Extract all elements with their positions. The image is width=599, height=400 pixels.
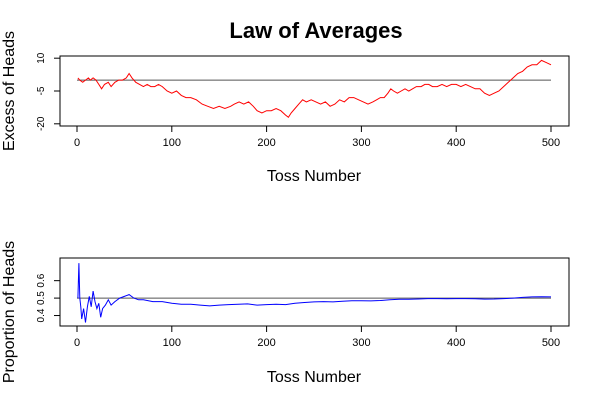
excess-heads-x-tick-label: 200 xyxy=(257,137,275,149)
proportion-heads-x-tick-label: 400 xyxy=(447,337,465,349)
proportion-heads-y-tick-label: 0.5 xyxy=(36,291,47,305)
excess-heads-panel: 0 100 200 300 400 500 -20 -5 10 Toss Number Exc… xyxy=(1,31,570,185)
proportion-heads-x-tick-label: 300 xyxy=(352,337,370,349)
excess-heads-y-tick-label: 10 xyxy=(36,52,47,64)
excess-heads-y-axis: -20 -5 10 xyxy=(36,52,60,131)
proportion-heads-panel: 0 100 200 300 400 500 0.4 0.5 0.6 Toss Number P… xyxy=(1,241,570,386)
proportion-heads-y-label: Proportion of Heads xyxy=(1,241,18,383)
proportion-heads-plot-frame xyxy=(59,257,570,327)
excess-heads-x-axis: 0 100 200 300 400 500 xyxy=(74,126,560,149)
excess-heads-y-label: Excess of Heads xyxy=(1,31,18,151)
excess-heads-x-label: Toss Number xyxy=(267,168,362,185)
proportion-heads-x-axis: 0 100 200 300 400 500 xyxy=(74,326,560,349)
proportion-heads-x-tick-label: 500 xyxy=(542,337,560,349)
excess-heads-x-tick-label: 100 xyxy=(163,137,181,149)
proportion-heads-y-axis: 0.4 0.5 0.6 xyxy=(36,273,60,322)
excess-heads-y-tick-label: -5 xyxy=(36,86,47,95)
proportion-heads-y-tick-label: 0.6 xyxy=(36,273,47,287)
proportion-heads-x-tick-label: 200 xyxy=(257,337,275,349)
proportion-heads-x-label: Toss Number xyxy=(267,369,362,386)
excess-heads-plot-frame xyxy=(59,55,570,127)
excess-heads-x-tick-label: 0 xyxy=(74,137,80,149)
excess-heads-x-tick-label: 300 xyxy=(352,137,370,149)
proportion-heads-x-tick-label: 100 xyxy=(163,337,181,349)
excess-heads-x-tick-label: 500 xyxy=(542,137,560,149)
excess-heads-x-tick-label: 400 xyxy=(447,137,465,149)
proportion-heads-x-tick-label: 0 xyxy=(74,337,80,349)
proportion-heads-y-tick-label: 0.4 xyxy=(36,308,47,322)
chart-title: Law of Averages xyxy=(229,18,402,43)
excess-heads-y-tick-label: -20 xyxy=(36,116,47,131)
proportion-heads-series-line xyxy=(77,263,552,323)
excess-heads-series-line xyxy=(77,59,552,119)
